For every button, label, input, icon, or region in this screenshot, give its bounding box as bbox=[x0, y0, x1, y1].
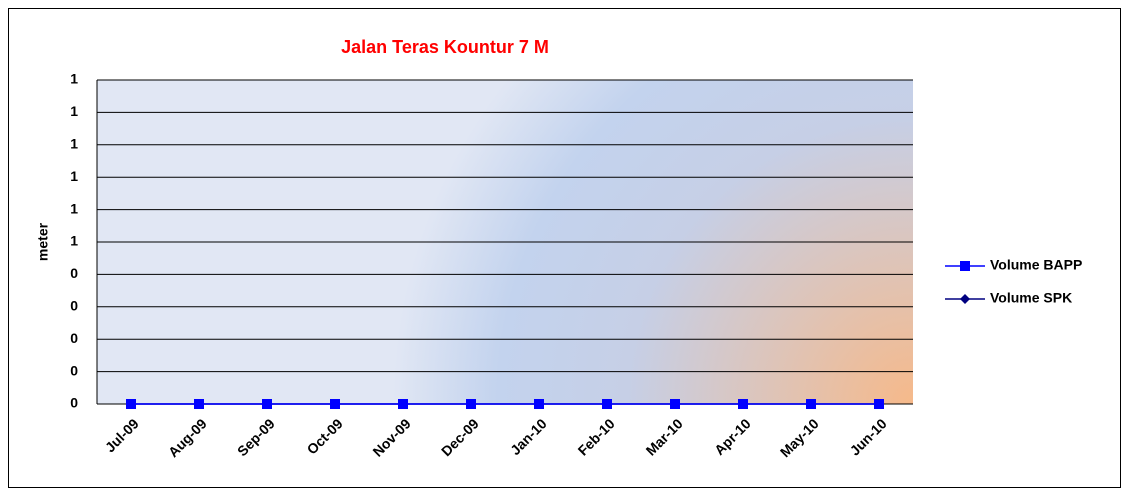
y-tick-label: 1 bbox=[70, 71, 78, 87]
y-tick-label: 1 bbox=[70, 168, 78, 184]
legend-label: Volume BAPP bbox=[990, 257, 1082, 273]
y-axis-label: meter bbox=[35, 222, 51, 261]
y-tick-label: 1 bbox=[70, 233, 78, 249]
data-point bbox=[602, 399, 612, 409]
data-point bbox=[670, 399, 680, 409]
data-point bbox=[398, 399, 408, 409]
y-tick-label: 1 bbox=[70, 200, 78, 216]
data-point bbox=[194, 399, 204, 409]
y-tick-label: 0 bbox=[70, 298, 78, 314]
data-point bbox=[466, 399, 476, 409]
y-tick-label: 0 bbox=[70, 265, 78, 281]
data-point bbox=[960, 261, 970, 271]
data-point bbox=[534, 399, 544, 409]
data-point bbox=[262, 399, 272, 409]
data-point bbox=[330, 399, 340, 409]
y-tick-label: 0 bbox=[70, 395, 78, 411]
legend-label: Volume SPK bbox=[990, 290, 1072, 306]
y-tick-label: 1 bbox=[70, 136, 78, 152]
data-point bbox=[126, 399, 136, 409]
chart-title: Jalan Teras Kountur 7 M bbox=[341, 37, 549, 57]
data-point bbox=[806, 399, 816, 409]
data-point bbox=[874, 399, 884, 409]
data-point bbox=[738, 399, 748, 409]
data-point bbox=[960, 294, 970, 304]
y-tick-label: 0 bbox=[70, 362, 78, 378]
y-tick-label: 0 bbox=[70, 330, 78, 346]
y-tick-label: 1 bbox=[70, 103, 78, 119]
